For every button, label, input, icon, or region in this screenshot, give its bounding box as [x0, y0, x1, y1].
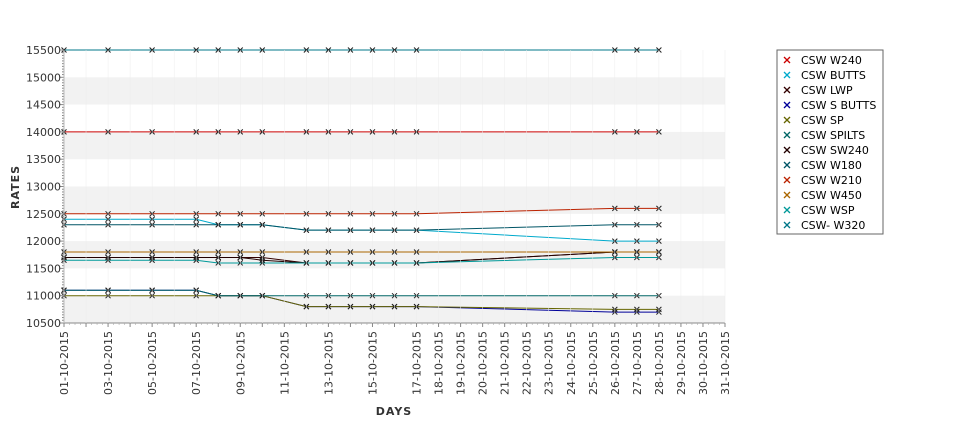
legend-label: CSW W180 — [801, 159, 862, 172]
legend-marker — [783, 56, 791, 64]
legend-label: CSW W210 — [801, 174, 862, 187]
legend-label: CSW W450 — [801, 189, 862, 202]
y-tick-label: 15000 — [26, 71, 61, 84]
y-tick-label: 13500 — [26, 153, 61, 166]
x-tick-label: 18-10-2015 — [433, 331, 446, 395]
x-tick-label: 31-10-2015 — [719, 331, 732, 395]
legend-label: CSW LWP — [801, 84, 853, 97]
legend-marker — [783, 146, 791, 154]
x-tick-label: 07-10-2015 — [190, 331, 203, 395]
legend-marker — [783, 161, 791, 169]
legend-marker-stroke — [783, 56, 791, 64]
y-tick-label: 12000 — [26, 235, 61, 248]
x-tick-label: 20-10-2015 — [477, 331, 490, 395]
legend-marker-stroke — [783, 116, 791, 124]
x-tick-label: 05-10-2015 — [146, 331, 159, 395]
legend-marker — [783, 116, 791, 124]
x-tick-label: 01-10-2015 — [58, 331, 71, 395]
x-tick-label: 19-10-2015 — [455, 331, 468, 395]
x-tick-label: 27-10-2015 — [631, 331, 644, 395]
axes: 10500 11000 11500 12000 12500 13000 13500 14000… — [26, 44, 732, 395]
y-tick-label: 14500 — [26, 99, 61, 112]
y-axis-title: RATES — [9, 165, 22, 209]
legend-marker — [783, 221, 791, 229]
legend-marker-stroke — [783, 191, 791, 199]
legend: CSW W240 CSW BUTTS CSW LWP CSW S BUTTS CSW S… — [776, 49, 884, 235]
x-tick-label: 03-10-2015 — [102, 331, 115, 395]
legend-marker — [783, 191, 791, 199]
x-tick-label: 11-10-2015 — [278, 331, 291, 395]
x-tick-label: 09-10-2015 — [234, 331, 247, 395]
legend-marker — [783, 86, 791, 94]
y-tick-label: 11000 — [26, 290, 61, 303]
x-tick-label: 26-10-2015 — [609, 331, 622, 395]
x-tick-label: 24-10-2015 — [565, 331, 578, 395]
legend-box — [776, 49, 884, 235]
legend-marker-stroke — [783, 146, 791, 154]
legend-marker-stroke — [783, 176, 791, 184]
legend-marker — [783, 101, 791, 109]
x-tick-label: 17-10-2015 — [411, 331, 424, 395]
legend-marker-stroke — [783, 101, 791, 109]
y-tick-label: 10500 — [26, 317, 61, 330]
legend-marker — [783, 131, 791, 139]
legend-marker-stroke — [783, 71, 791, 79]
legend-marker-stroke — [783, 206, 791, 214]
legend-label: CSW S BUTTS — [801, 99, 876, 112]
y-tick-label: 11500 — [26, 262, 61, 275]
y-tick-label: 13000 — [26, 181, 61, 194]
legend-marker-stroke — [783, 161, 791, 169]
legend-label: CSW W240 — [801, 54, 862, 67]
x-tick-label: 22-10-2015 — [521, 331, 534, 395]
x-tick-label: 21-10-2015 — [499, 331, 512, 395]
y-tick-label: 15500 — [26, 44, 61, 57]
x-tick-label: 28-10-2015 — [653, 331, 666, 395]
legend-marker — [783, 176, 791, 184]
x-tick-label: 23-10-2015 — [543, 331, 556, 395]
legend-marker-stroke — [783, 131, 791, 139]
x-axis-title: DAYS — [376, 405, 412, 418]
y-tick-label: 14000 — [26, 126, 61, 139]
legend-label: CSW WSP — [801, 204, 855, 217]
y-tick-label: 12500 — [26, 208, 61, 221]
x-tick-label: 15-10-2015 — [366, 331, 379, 395]
legend-label: CSW SW240 — [801, 144, 869, 157]
legend-label: CSW BUTTS — [801, 69, 866, 82]
x-tick-label: 13-10-2015 — [322, 331, 335, 395]
legend-marker — [783, 206, 791, 214]
legend-marker — [783, 71, 791, 79]
legend-label: CSW- W320 — [801, 219, 865, 232]
x-tick-label: 25-10-2015 — [587, 331, 600, 395]
legend-marker-stroke — [783, 86, 791, 94]
legend-label: CSW SPILTS — [801, 129, 865, 142]
x-tick-label: 30-10-2015 — [697, 331, 710, 395]
legend-label: CSW SP — [801, 114, 844, 127]
x-tick-label: 29-10-2015 — [675, 331, 688, 395]
legend-marker-stroke — [783, 221, 791, 229]
